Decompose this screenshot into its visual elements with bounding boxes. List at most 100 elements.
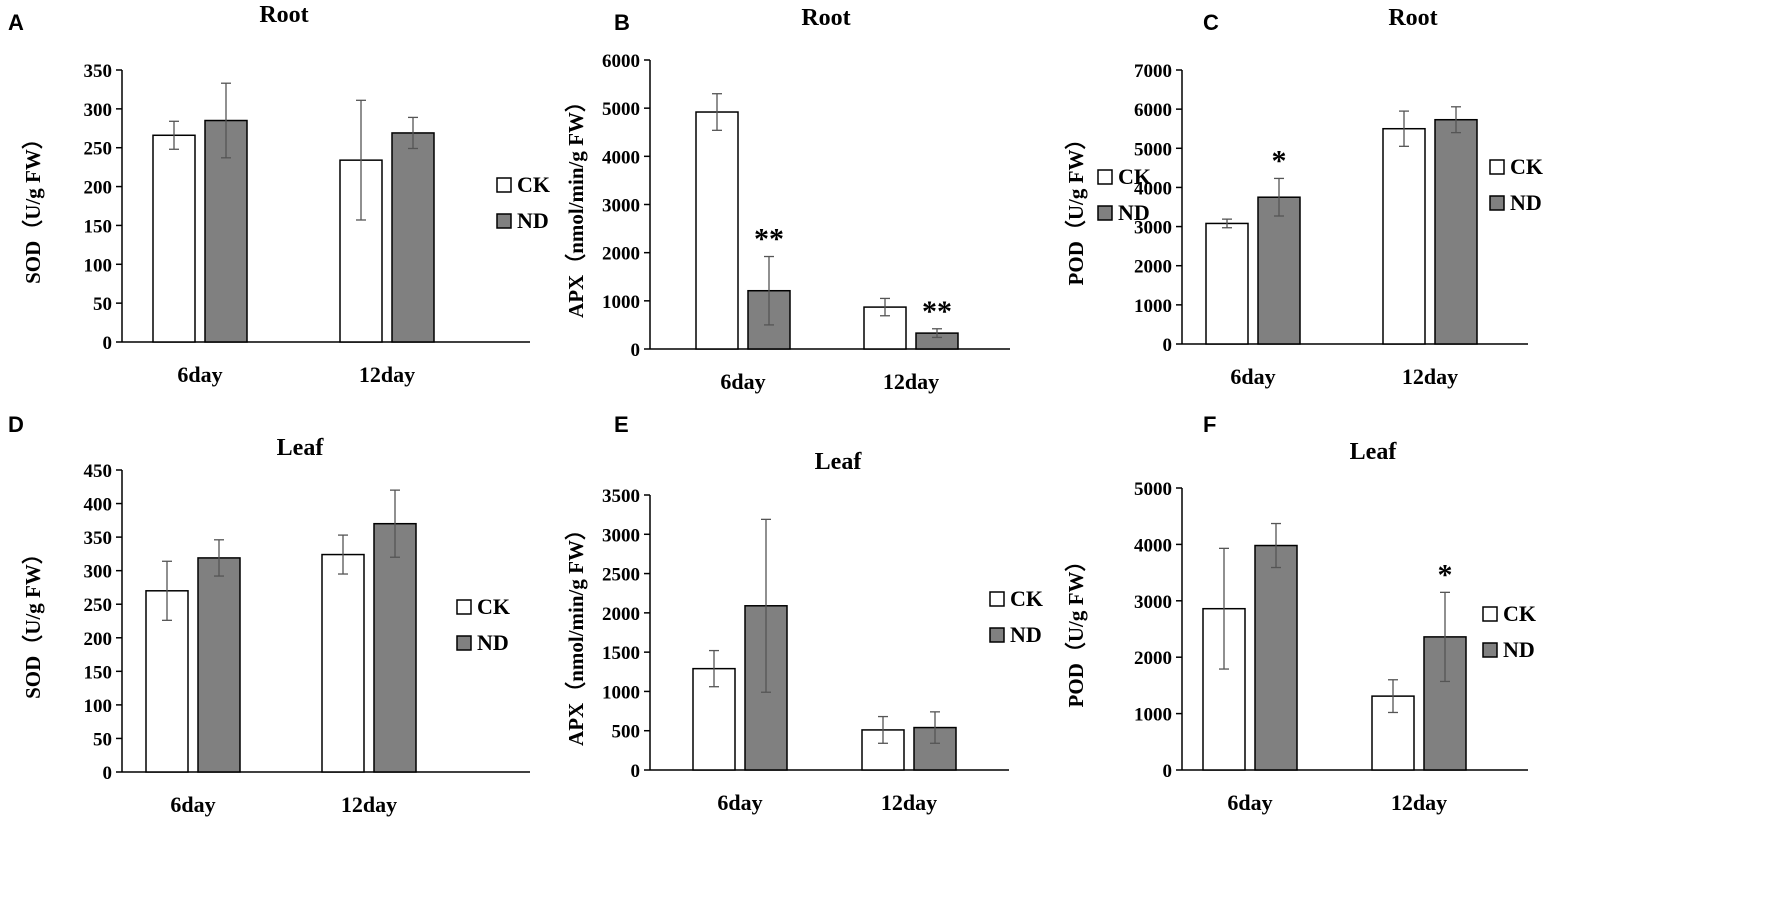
y-axis-label: APX（nmol/min/g FW） [564, 91, 588, 318]
chart-title: Root [1388, 5, 1437, 31]
x-tick-label: 12day [1402, 364, 1458, 389]
y-tick-label: 50 [93, 294, 112, 315]
y-tick-label: 5000 [602, 99, 640, 120]
chart-title: Leaf [815, 449, 863, 475]
y-tick-label: 100 [84, 696, 113, 717]
x-tick-label: 12day [1391, 790, 1447, 815]
legend-label-ck: CK [1510, 154, 1543, 179]
x-tick-label: 6day [1230, 364, 1275, 389]
panel-letter: F [1203, 412, 1216, 437]
y-axis-label: POD（U/g FW） [1064, 551, 1088, 708]
bar-nd-12day [1434, 118, 1478, 345]
bar-ck-12day [1382, 127, 1426, 345]
bar-nd-12day [391, 132, 435, 343]
y-tick-label: 200 [84, 178, 113, 199]
y-tick-label: 2000 [602, 604, 640, 625]
y-tick-label: 100 [84, 255, 113, 276]
bar-nd-6day [197, 557, 241, 773]
y-tick-label: 300 [84, 100, 113, 121]
y-tick-label: 1500 [602, 643, 640, 664]
significance-mark: ** [922, 295, 952, 328]
x-tick-label: 6day [177, 362, 222, 387]
y-tick-label: 450 [84, 461, 113, 482]
x-tick-label: 6day [1227, 790, 1272, 815]
significance-mark: * [1272, 144, 1287, 177]
y-tick-label: 0 [1163, 335, 1173, 356]
legend-swatch-nd [1482, 642, 1498, 658]
y-tick-label: 1000 [602, 292, 640, 313]
legend-swatch-nd [456, 635, 472, 651]
y-tick-label: 2500 [602, 565, 640, 586]
panel-letter: A [8, 10, 24, 35]
y-tick-label: 6000 [602, 51, 640, 72]
legend-swatch-nd [1097, 205, 1113, 221]
y-axis-label: SOD（U/g FW） [21, 543, 45, 699]
chart-title: Leaf [277, 435, 325, 461]
y-tick-label: 3000 [602, 525, 640, 546]
bar-nd-6day [204, 119, 248, 343]
y-tick-label: 4000 [1134, 535, 1172, 556]
y-tick-label: 2000 [1134, 257, 1172, 278]
y-tick-label: 2000 [602, 244, 640, 265]
chart-panel-e: E Leaf 0 500 1000 1500 2000 2500 3000 3500 APX（nmo… [564, 412, 1043, 815]
legend-swatch-ck [989, 591, 1005, 607]
legend-label-ck: CK [517, 172, 550, 197]
y-tick-label: 3000 [602, 196, 640, 217]
y-tick-label: 350 [84, 528, 113, 549]
bar-ck-6day [145, 590, 189, 773]
legend-label-nd: ND [517, 208, 549, 233]
bar-nd-6day [1254, 544, 1298, 771]
significance-mark: * [1438, 558, 1453, 591]
legend-label-nd: ND [1503, 637, 1535, 662]
legend-swatch-ck [1482, 606, 1498, 622]
legend-swatch-nd [496, 213, 512, 229]
y-tick-label: 500 [612, 722, 641, 743]
legend-label-nd: ND [1510, 190, 1542, 215]
legend-swatch-nd [1489, 195, 1505, 211]
y-tick-label: 350 [84, 61, 113, 82]
chart-panel-a: A Root 0 50 100 150 200 250 300 350 SOD（U/g FW） 6da… [8, 2, 550, 387]
y-tick-label: 300 [84, 562, 113, 583]
legend-label-ck: CK [1118, 164, 1151, 189]
legend-label-ck: CK [477, 594, 510, 619]
legend-label-ck: CK [1010, 586, 1043, 611]
chart-panel-b: B Root 0 1000 2000 3000 4000 5000 6000 APX（nmol/m… [564, 5, 1151, 394]
legend-label-nd: ND [477, 630, 509, 655]
panel-letter: D [8, 412, 24, 437]
panel-letter: C [1203, 10, 1219, 35]
chart-title: Leaf [1350, 439, 1398, 465]
x-tick-label: 12day [341, 792, 397, 817]
y-axis-label: POD（U/g FW） [1064, 129, 1088, 286]
chart-title: Root [259, 2, 308, 28]
legend-label-nd: ND [1010, 622, 1042, 647]
y-tick-label: 5000 [1134, 479, 1172, 500]
x-tick-label: 6day [170, 792, 215, 817]
y-axis-label: APX（nmol/min/g FW） [564, 519, 588, 746]
y-tick-label: 3500 [602, 486, 640, 507]
y-tick-label: 0 [103, 333, 113, 354]
x-tick-label: 6day [720, 369, 765, 394]
y-tick-label: 0 [103, 763, 113, 784]
y-tick-label: 0 [631, 761, 641, 782]
chart-panel-f: F Leaf 0 1000 2000 3000 4000 5000 POD（U/g FW） 6da… [1064, 412, 1536, 815]
bar-ck-6day [152, 134, 196, 343]
y-tick-label: 250 [84, 139, 113, 160]
bar-ck-6day [695, 111, 739, 350]
y-tick-label: 3000 [1134, 218, 1172, 239]
legend-swatch-ck [1097, 169, 1113, 185]
legend-label-ck: CK [1503, 601, 1536, 626]
y-tick-label: 150 [84, 216, 113, 237]
y-tick-label: 50 [93, 729, 112, 750]
y-tick-label: 0 [631, 340, 641, 361]
chart-title: Root [801, 5, 850, 31]
y-tick-label: 3000 [1134, 592, 1172, 613]
y-tick-label: 2000 [1134, 648, 1172, 669]
legend-label-nd: ND [1118, 200, 1150, 225]
y-tick-label: 250 [84, 595, 113, 616]
y-tick-label: 5000 [1134, 139, 1172, 160]
x-tick-label: 12day [883, 369, 939, 394]
y-tick-label: 4000 [602, 147, 640, 168]
bar-nd-12day [373, 522, 417, 773]
panel-letter: B [614, 10, 630, 35]
